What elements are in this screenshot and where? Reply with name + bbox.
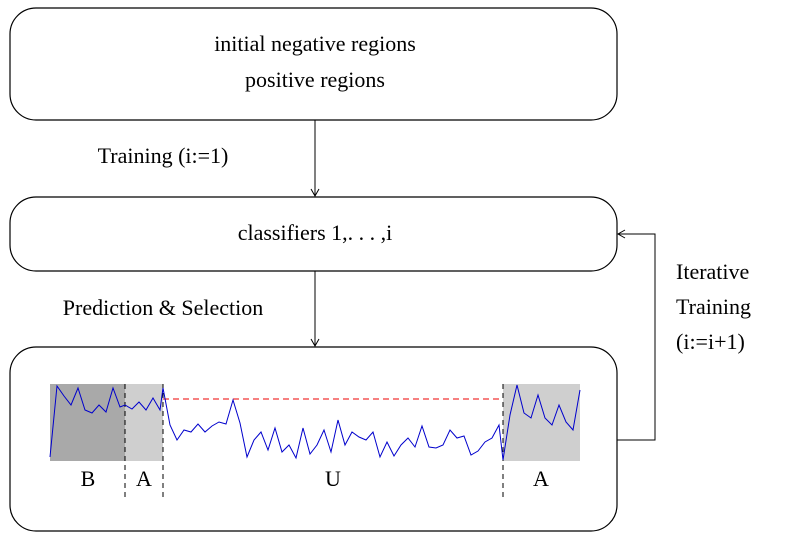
edge-label: (i:=i+1) [676,329,745,354]
region-label: A [533,466,549,491]
region-label: B [81,466,96,491]
signal [49,384,581,461]
region-shade [503,384,580,461]
node-text: classifiers 1,. . . ,i [238,220,393,245]
node-box [9,7,618,121]
edge-label: Prediction & Selection [63,295,263,320]
edge-label: Training [676,294,751,319]
region-dividers [124,384,504,498]
edge-label: Iterative [676,259,749,284]
edge-label: Training (i:=1) [98,143,229,168]
region-label: A [136,466,152,491]
region-shade [125,384,163,461]
node-text: positive regions [245,67,385,92]
edge [616,229,656,441]
region-label: U [325,466,341,491]
node-text: initial negative regions [214,31,416,56]
region-shade [50,384,125,461]
